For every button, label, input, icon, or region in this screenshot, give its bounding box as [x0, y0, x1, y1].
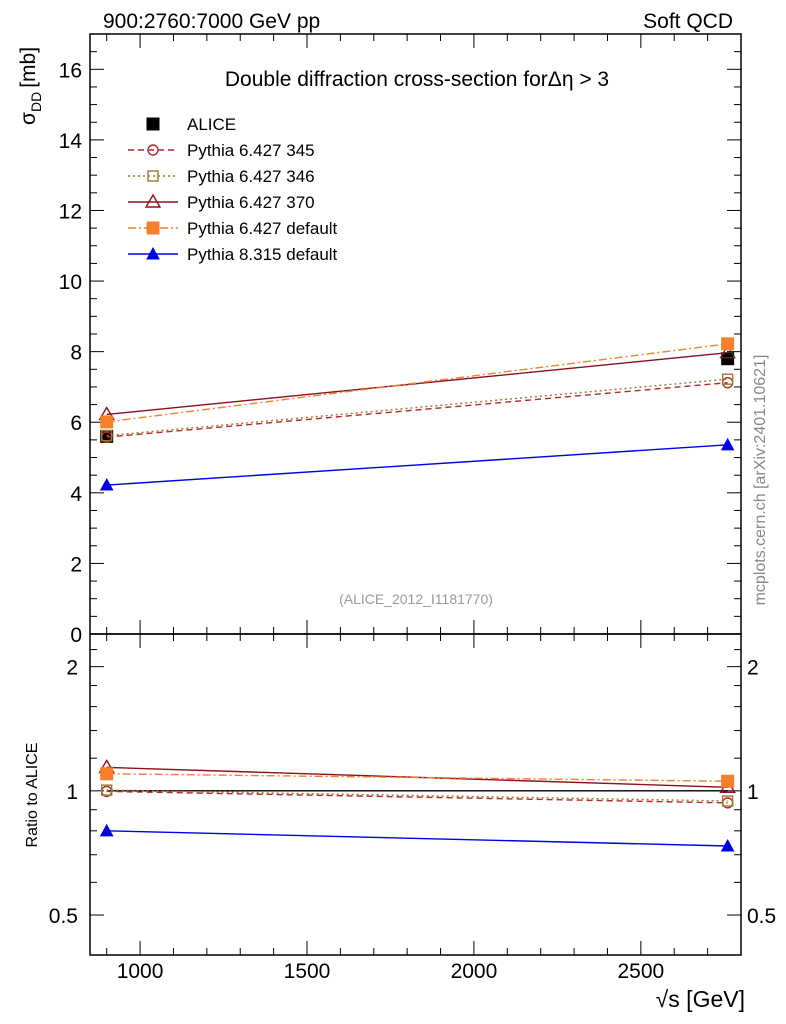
main-axis-ticks: 0 2 4 6 8 10 12 14 16	[59, 33, 741, 647]
legend-marker	[146, 117, 160, 131]
x-tick-label: 2000	[451, 960, 498, 983]
legend-label: ALICE	[187, 115, 236, 134]
main-data-point	[100, 415, 114, 429]
legend-label: Pythia 6.427 default	[187, 219, 338, 238]
chart-title: Double diffraction cross-section forΔη >…	[225, 68, 609, 91]
legend-marker	[144, 193, 162, 208]
ratio-series-line	[106, 773, 728, 782]
ratio-y-tick-label: 1	[66, 781, 78, 804]
x-axis-label: √s [GeV]	[656, 986, 745, 1012]
main-series-line	[106, 378, 728, 437]
ratio-plot-frame	[89, 633, 742, 956]
ratio-data-point	[721, 774, 735, 788]
main-data-point	[719, 344, 736, 359]
legend-marker	[147, 170, 159, 182]
main-series-line	[106, 444, 728, 486]
main-y-tick-label: 14	[59, 130, 83, 153]
ratio-y-tick-label: 2	[66, 657, 78, 680]
ratio-series-line	[106, 790, 728, 804]
main-y-tick-label: 2	[70, 553, 82, 576]
ratio-data-point	[100, 784, 113, 796]
main-y-tick-label: 12	[59, 200, 82, 223]
chart-title-symbol: Δη > 3	[548, 68, 609, 91]
legend-marker	[146, 221, 160, 235]
main-data-point	[100, 429, 113, 442]
main-data-point	[721, 373, 734, 385]
main-data-point	[99, 478, 114, 491]
ratio-data-point	[100, 767, 114, 781]
main-y-tick-label: 10	[59, 271, 82, 294]
main-series-line	[106, 352, 728, 416]
analysis-id: (ALICE_2012_I1181770)	[339, 591, 493, 607]
header-category: Soft QCD	[643, 10, 733, 33]
x-tick-label: 1500	[284, 960, 331, 983]
legend-label: Pythia 6.427 345	[187, 141, 315, 160]
main-data-point	[721, 352, 735, 366]
x-tick-label: 1000	[117, 960, 164, 983]
ratio-data-point	[720, 838, 735, 852]
main-y-tick-label: 4	[70, 483, 82, 506]
legend-label: Pythia 6.427 346	[187, 167, 315, 186]
ratio-y-tick-label-right: 1	[747, 781, 759, 804]
legend-marker	[146, 246, 160, 260]
legend-label: Pythia 6.427 370	[187, 193, 315, 212]
main-series-group	[98, 337, 736, 491]
ratio-axis-ticks: 0.5 0.5 1 1 2 2	[49, 649, 776, 928]
ratio-series-line	[106, 789, 728, 802]
main-y-tick-label: 6	[70, 412, 82, 435]
ratio-series-group	[98, 758, 736, 852]
ratio-data-point	[99, 823, 114, 837]
ratio-series-line	[106, 830, 728, 847]
main-y-tick-label: 16	[59, 59, 82, 82]
ratio-data-point	[721, 795, 734, 807]
main-series-line	[106, 382, 728, 438]
header-energies: 900:2760:7000 GeV pp	[103, 10, 320, 33]
main-y-axis-label: σDD[mb]	[17, 47, 44, 125]
watermark: mcplots.cern.ch [arXiv:2401.10621]	[752, 355, 769, 606]
ratio-y-axis-label: Ratio to ALICE	[24, 743, 41, 848]
legend-label: Pythia 8.315 default	[187, 245, 338, 264]
main-y-tick-label: 0	[70, 624, 82, 647]
ratio-y-tick-label: 0.5	[49, 905, 78, 928]
ratio-y-tick-label-right: 0.5	[747, 905, 776, 928]
legend: ALICE Pythia 6.427 345 Pythia 6.427 346 Pyt…	[128, 115, 338, 264]
x-tick-label: 2500	[617, 960, 664, 983]
x-axis-ticks: 1000 1500 2000 2500	[106, 34, 742, 983]
main-y-tick-label: 8	[70, 342, 82, 365]
main-data-point	[721, 337, 735, 351]
legend-marker	[147, 144, 159, 156]
chart-title-text: Double diffraction cross-section for	[225, 68, 548, 91]
ratio-y-tick-label-right: 2	[747, 657, 759, 680]
main-data-point	[720, 437, 735, 451]
